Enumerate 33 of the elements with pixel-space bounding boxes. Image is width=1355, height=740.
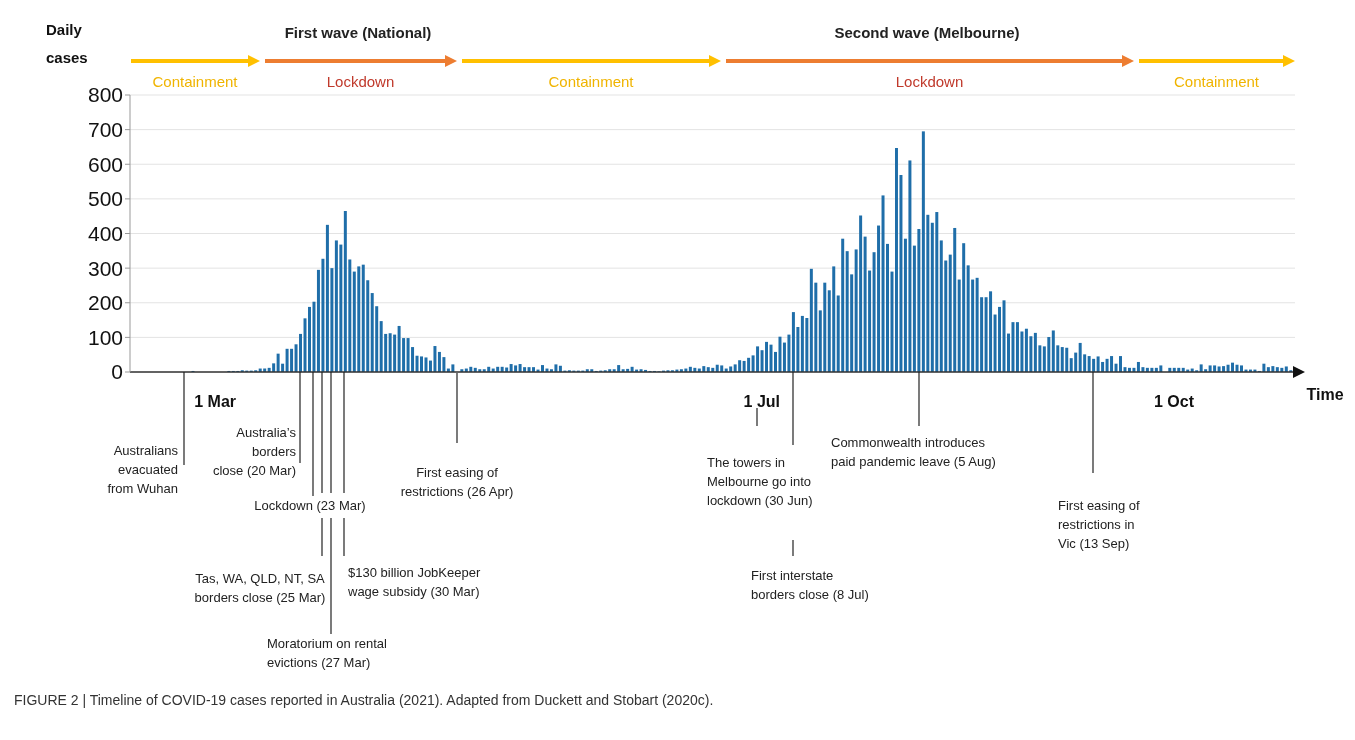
x-axis-title: Time bbox=[1306, 386, 1344, 403]
x-tick-label: 1 Oct bbox=[1154, 393, 1195, 411]
text: Lockdown bbox=[895, 73, 964, 90]
text: First easing of restrictions in Vic (13 Sep) bbox=[1058, 498, 1141, 551]
text: Australians evacuated from Wuhan bbox=[107, 443, 179, 496]
text: First interstate borders close (8 Jul) bbox=[751, 568, 869, 602]
y-tick-label: 0 bbox=[111, 360, 123, 384]
text: Commonwealth introduces paid pandemic leave (5 Aug) bbox=[831, 435, 996, 469]
text: Tas, WA, QLD, NT, SA borders close (25 Mar) bbox=[194, 571, 326, 605]
y-tick-label: 800 bbox=[87, 83, 123, 107]
text: Australia’s borders close (20 Mar) bbox=[212, 425, 297, 478]
text: $130 billion JobKeeper wage subsidy (30 Mar) bbox=[347, 565, 481, 599]
y-tick-label: 700 bbox=[87, 118, 123, 142]
y-axis-title: Daily cases bbox=[46, 21, 88, 66]
y-tick-label: 400 bbox=[87, 221, 123, 245]
text: Containment bbox=[152, 73, 239, 90]
text: Containment bbox=[548, 73, 635, 90]
text: Moratorium on rental evictions (27 Mar) bbox=[267, 636, 388, 670]
text: First easing of restrictions (26 Apr) bbox=[400, 465, 514, 499]
caption: FIGURE 2 | Timeline of COVID-19 cases reported in Australia (2021). Adapted from Duckett and Stobart (2020c). bbox=[14, 692, 714, 708]
y-tick-label: 500 bbox=[87, 187, 123, 211]
y-tick-label: 100 bbox=[87, 325, 123, 349]
text: First wave (National) bbox=[284, 24, 432, 41]
x-tick-label: 1 Jul bbox=[743, 393, 781, 411]
x-tick-label: 1 Mar bbox=[194, 393, 237, 411]
text: Second wave (Melbourne) bbox=[834, 24, 1020, 41]
text: Lockdown bbox=[326, 73, 395, 90]
y-tick-label: 300 bbox=[87, 256, 123, 280]
y-tick-label: 200 bbox=[87, 291, 123, 315]
text: Containment bbox=[1173, 73, 1260, 90]
y-tick-label: 600 bbox=[87, 152, 123, 176]
text: Lockdown (23 Mar) bbox=[254, 498, 366, 513]
text: The towers in Melbourne go into lockdown (30 Jun) bbox=[707, 455, 813, 508]
